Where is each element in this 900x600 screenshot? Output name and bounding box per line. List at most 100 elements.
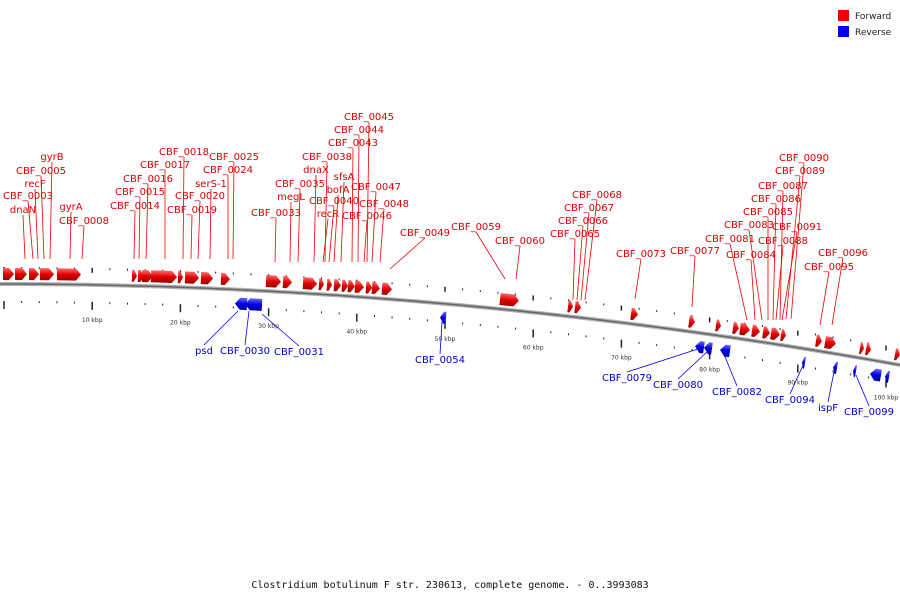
reverse-gene-label: CBF_0080 <box>653 380 703 391</box>
forward-gene <box>137 269 144 282</box>
forward-gene-label: CBF_0015 <box>115 187 165 198</box>
label-leader-lines <box>22 121 870 407</box>
forward-gene <box>824 336 836 349</box>
scale-label: 30 kbp <box>258 323 279 330</box>
forward-gene-label: gyrA <box>59 202 82 213</box>
forward-gene <box>177 271 183 284</box>
forward-gene-label: dnaN <box>10 205 36 216</box>
legend-label-reverse: Reverse <box>855 28 892 38</box>
forward-gene-label: CBF_0038 <box>302 152 352 163</box>
reverse-gene-label: CBF_0094 <box>765 395 815 406</box>
forward-gene-label: CBF_0018 <box>159 147 209 158</box>
forward-gene-label: CBF_0068 <box>572 190 622 201</box>
forward-gene <box>354 280 364 293</box>
forward-gene <box>865 343 871 356</box>
scale-label: 40 kbp <box>346 329 367 336</box>
forward-gene-label: CBF_0044 <box>334 125 384 136</box>
forward-gene-label: sfsA <box>334 172 355 183</box>
forward-gene-label: CBF_0095 <box>804 262 854 273</box>
forward-gene-label: CBF_0081 <box>705 234 755 245</box>
reverse-gene-label: ispF <box>818 403 838 414</box>
forward-gene <box>333 279 341 292</box>
forward-gene-label: CBF_0060 <box>495 236 545 247</box>
scale-label: 10 kbp <box>82 317 103 324</box>
forward-gene <box>341 279 348 292</box>
forward-gene-label: CBF_0096 <box>818 248 868 259</box>
forward-gene-label: CBF_0049 <box>400 228 450 239</box>
forward-gene-label: CBF_0084 <box>726 250 776 261</box>
forward-gene-label: CBF_0048 <box>359 199 409 210</box>
scale-label: 70 kbp <box>611 355 632 362</box>
reverse-gene <box>720 344 731 358</box>
forward-gene <box>326 278 332 291</box>
reverse-gene <box>802 356 806 369</box>
forward-gene <box>365 281 372 294</box>
forward-gene-label: CBF_0087 <box>758 181 808 192</box>
forward-gene <box>574 301 581 314</box>
forward-gene <box>282 276 292 289</box>
forward-gene-label: CBF_0085 <box>743 207 793 218</box>
legend-swatch-forward <box>838 10 849 21</box>
forward-gene <box>381 282 392 295</box>
forward-gene <box>200 272 213 285</box>
forward-gene <box>347 280 355 293</box>
forward-gene-label: bofA <box>327 185 350 196</box>
reverse-gene-label: CBF_0082 <box>712 387 762 398</box>
scale-labels: 10 kbp 20 kbp 30 kbp 40 kbp 50 kbp 60 kbp 70 k… <box>82 317 899 402</box>
forward-gene-label: CBF_0059 <box>451 222 501 233</box>
forward-gene-label: CBF_0017 <box>140 160 190 171</box>
forward-gene <box>265 275 281 288</box>
reverse-gene <box>245 298 263 311</box>
forward-gene-label: CBF_0086 <box>751 194 801 205</box>
forward-gene-label: CBF_0035 <box>275 179 325 190</box>
forward-gene <box>762 326 770 339</box>
forward-gene-label: CBF_0045 <box>344 112 394 123</box>
forward-gene <box>780 329 786 342</box>
reverse-gene-label: CBF_0031 <box>274 347 324 358</box>
forward-gene-label: CBF_0014 <box>110 201 160 212</box>
forward-gene-label: megL <box>277 192 305 203</box>
forward-gene-label: serS-1 <box>195 179 227 190</box>
forward-gene <box>56 268 81 281</box>
forward-gene-label: CBF_0019 <box>167 205 217 216</box>
forward-gene <box>732 321 739 335</box>
forward-gene-label: recF <box>24 179 46 190</box>
forward-gene <box>220 272 230 286</box>
forward-gene <box>318 278 324 291</box>
forward-gene <box>184 271 199 284</box>
forward-gene <box>39 268 54 281</box>
scale-label: 100 kbp <box>874 394 899 401</box>
legend-label-forward: Forward <box>855 12 891 22</box>
forward-gene-label: CBF_0066 <box>558 216 608 227</box>
forward-gene <box>893 348 900 361</box>
forward-gene <box>630 307 638 321</box>
forward-gene <box>14 268 27 281</box>
forward-gene <box>302 277 317 290</box>
scale-label: 80 kbp <box>699 366 720 373</box>
reverse-gene-label: psd <box>195 346 213 357</box>
forward-gene <box>141 270 153 283</box>
forward-gene <box>688 315 695 328</box>
forward-gene-label: CBF_0077 <box>670 246 720 257</box>
reverse-gene <box>695 341 705 354</box>
forward-gene <box>499 293 519 307</box>
forward-gene <box>739 322 750 336</box>
scale-label: 20 kbp <box>170 319 191 326</box>
forward-gene <box>131 269 137 282</box>
forward-gene-label: CBF_0065 <box>550 229 600 240</box>
reverse-gene <box>853 365 857 378</box>
forward-gene <box>751 324 760 337</box>
scale-label: 90 kbp <box>787 380 808 387</box>
genome-caption: Clostridium botulinum F str. 230613, com… <box>251 580 648 591</box>
reverse-gene <box>870 368 882 382</box>
forward-gene <box>28 268 39 281</box>
forward-gene-label: CBF_0033 <box>251 208 301 219</box>
forward-gene-label: CBF_0089 <box>775 166 825 177</box>
reverse-gene <box>235 297 248 311</box>
forward-gene-label: CBF_0008 <box>59 216 109 227</box>
forward-gene-label: CBF_0020 <box>175 191 225 202</box>
forward-gene <box>859 342 864 355</box>
backbone-line <box>0 283 900 366</box>
